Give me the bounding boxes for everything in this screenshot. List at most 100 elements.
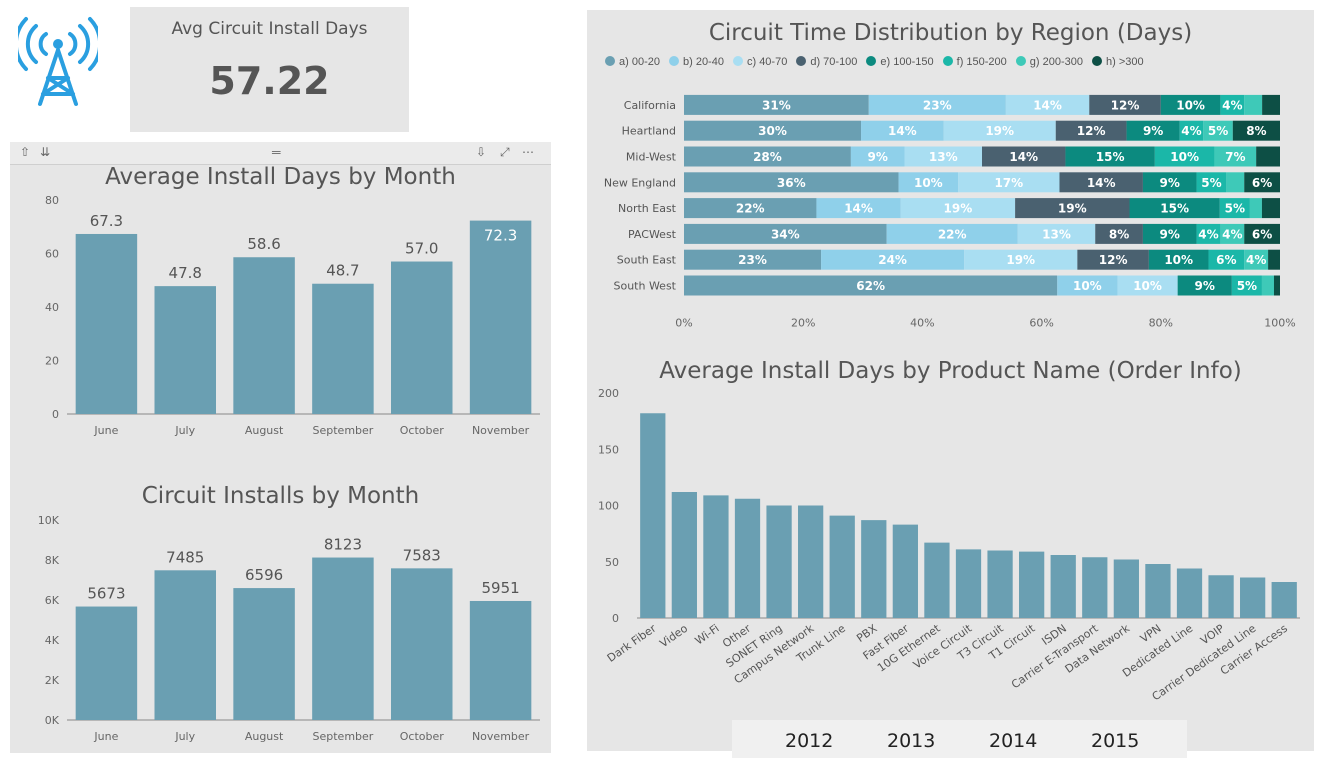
bar-segment[interactable] [1220,223,1245,244]
bar-segment[interactable] [684,94,869,115]
bar[interactable] [829,515,855,618]
bar[interactable] [75,233,138,414]
bar-segment[interactable] [900,198,1016,219]
bar-segment[interactable] [898,172,959,193]
bar[interactable] [955,549,982,618]
bar[interactable] [734,498,761,618]
bar-segment[interactable] [1089,94,1161,115]
bar[interactable] [1082,557,1108,618]
legend-item[interactable]: f) 150-200 [942,56,1007,68]
bar[interactable] [1113,559,1139,619]
bar-segment[interactable] [1261,275,1274,296]
bar-segment[interactable] [1232,120,1280,141]
bar[interactable] [640,413,666,618]
bar-segment[interactable] [886,223,1018,244]
bar-segment[interactable] [1077,249,1149,270]
bar-segment[interactable] [1142,172,1197,193]
bar-segment[interactable] [1196,172,1227,193]
bar[interactable] [924,542,950,618]
bar-segment[interactable] [1154,146,1215,167]
legend-item[interactable]: b) 20-40 [668,56,724,68]
bar-segment[interactable] [1214,146,1257,167]
bar-segment[interactable] [964,249,1078,270]
bar-segment[interactable] [684,120,862,141]
bar-segment[interactable] [1208,249,1245,270]
bar[interactable] [391,261,453,414]
bar[interactable] [798,505,824,619]
bar-segment[interactable] [1055,120,1127,141]
bar-segment[interactable] [1219,198,1250,219]
bar-segment[interactable] [943,120,1056,141]
bar-segment[interactable] [684,249,822,270]
bar-segment[interactable] [1017,223,1096,244]
bar-segment[interactable] [1244,223,1280,244]
drill-down-icon[interactable]: ⇊ [40,145,51,159]
bar-segment[interactable] [1273,275,1280,296]
year-2013-option[interactable]: 2013 [887,730,936,752]
bar-segment[interactable] [1177,275,1232,296]
bar-segment[interactable] [684,198,817,219]
bar[interactable] [703,495,729,618]
bar[interactable] [1019,551,1045,618]
bar-segment[interactable] [1129,198,1220,219]
bar[interactable] [75,606,138,720]
bar[interactable] [312,283,374,414]
bar-segment[interactable] [821,249,965,270]
bar[interactable] [1240,577,1266,619]
bar-segment[interactable] [1196,223,1221,244]
bar-segment[interactable] [1244,172,1280,193]
bar-segment[interactable] [1148,249,1209,270]
bar[interactable] [391,568,453,720]
focus-mode-icon[interactable]: ⤢ [500,145,510,159]
bar-segment[interactable] [816,198,901,219]
bar[interactable] [1145,564,1171,618]
bar[interactable] [861,520,887,618]
bar[interactable] [154,570,216,720]
bar-segment[interactable] [1226,172,1245,193]
bar-segment[interactable] [1268,249,1280,270]
bar-segment[interactable] [1160,94,1221,115]
drag-handle-icon[interactable]: ═ [272,145,281,159]
bar[interactable] [1176,568,1203,619]
legend-item[interactable]: d) 70-100 [796,56,857,68]
legend-item[interactable]: h) >300 [1092,56,1144,68]
year-2014-option[interactable]: 2014 [989,730,1038,752]
bar[interactable] [233,257,295,414]
bar-segment[interactable] [684,172,899,193]
year-2015-option[interactable]: 2015 [1091,730,1140,752]
legend-item[interactable]: a) 00-20 [605,56,660,68]
bar-segment[interactable] [1057,275,1118,296]
bar-segment[interactable] [1231,275,1262,296]
bar-segment[interactable] [1065,146,1155,167]
bar-segment[interactable] [1015,198,1130,219]
bar[interactable] [1050,555,1076,618]
bar-segment[interactable] [850,146,905,167]
bar-segment[interactable] [684,275,1058,296]
bar-segment[interactable] [861,120,944,141]
bar-segment[interactable] [1126,120,1180,141]
bar-segment[interactable] [1179,120,1204,141]
download-icon[interactable]: ⇩ [476,145,487,159]
year-2012-option[interactable]: 2012 [785,730,834,752]
bar-segment[interactable] [684,146,851,167]
bar-segment[interactable] [868,94,1006,115]
bar-segment[interactable] [1220,94,1245,115]
legend-item[interactable]: c) 40-70 [732,56,787,68]
legend-item[interactable]: e) 100-150 [866,56,934,68]
bar[interactable] [766,505,792,619]
bar[interactable] [987,550,1013,619]
bar-segment[interactable] [958,172,1060,193]
more-options-icon[interactable]: ⋯ [522,145,534,159]
bar[interactable] [1208,575,1234,618]
bar-segment[interactable] [1262,94,1280,115]
pin-up-icon[interactable]: ⇧ [20,145,31,159]
bar-segment[interactable] [1261,198,1280,219]
bar[interactable] [469,600,532,720]
bar[interactable] [671,492,697,618]
bar-segment[interactable] [1059,172,1143,193]
bar-segment[interactable] [684,223,887,244]
bar-segment[interactable] [1095,223,1143,244]
bar[interactable] [469,220,532,414]
kpi-card[interactable]: Avg Circuit Install Days 57.22 [130,7,409,132]
legend-item[interactable]: g) 200-300 [1015,56,1083,68]
